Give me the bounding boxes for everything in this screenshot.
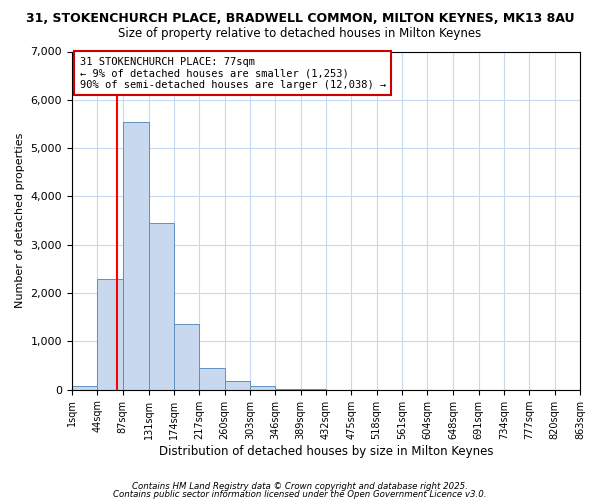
Text: Contains public sector information licensed under the Open Government Licence v3: Contains public sector information licen…: [113, 490, 487, 499]
Bar: [199, 368, 224, 390]
Bar: [72, 386, 97, 390]
Bar: [275, 388, 301, 390]
Bar: [122, 122, 149, 390]
Bar: [224, 382, 250, 390]
Y-axis label: Number of detached properties: Number of detached properties: [15, 133, 25, 308]
X-axis label: Distribution of detached houses by size in Milton Keynes: Distribution of detached houses by size …: [159, 444, 493, 458]
Bar: [97, 278, 122, 390]
Text: 31, STOKENCHURCH PLACE, BRADWELL COMMON, MILTON KEYNES, MK13 8AU: 31, STOKENCHURCH PLACE, BRADWELL COMMON,…: [26, 12, 574, 26]
Text: Contains HM Land Registry data © Crown copyright and database right 2025.: Contains HM Land Registry data © Crown c…: [132, 482, 468, 491]
Bar: [250, 386, 275, 390]
Bar: [174, 324, 199, 390]
Text: 31 STOKENCHURCH PLACE: 77sqm
← 9% of detached houses are smaller (1,253)
90% of : 31 STOKENCHURCH PLACE: 77sqm ← 9% of det…: [80, 56, 386, 90]
Bar: [149, 223, 174, 390]
Text: Size of property relative to detached houses in Milton Keynes: Size of property relative to detached ho…: [118, 28, 482, 40]
